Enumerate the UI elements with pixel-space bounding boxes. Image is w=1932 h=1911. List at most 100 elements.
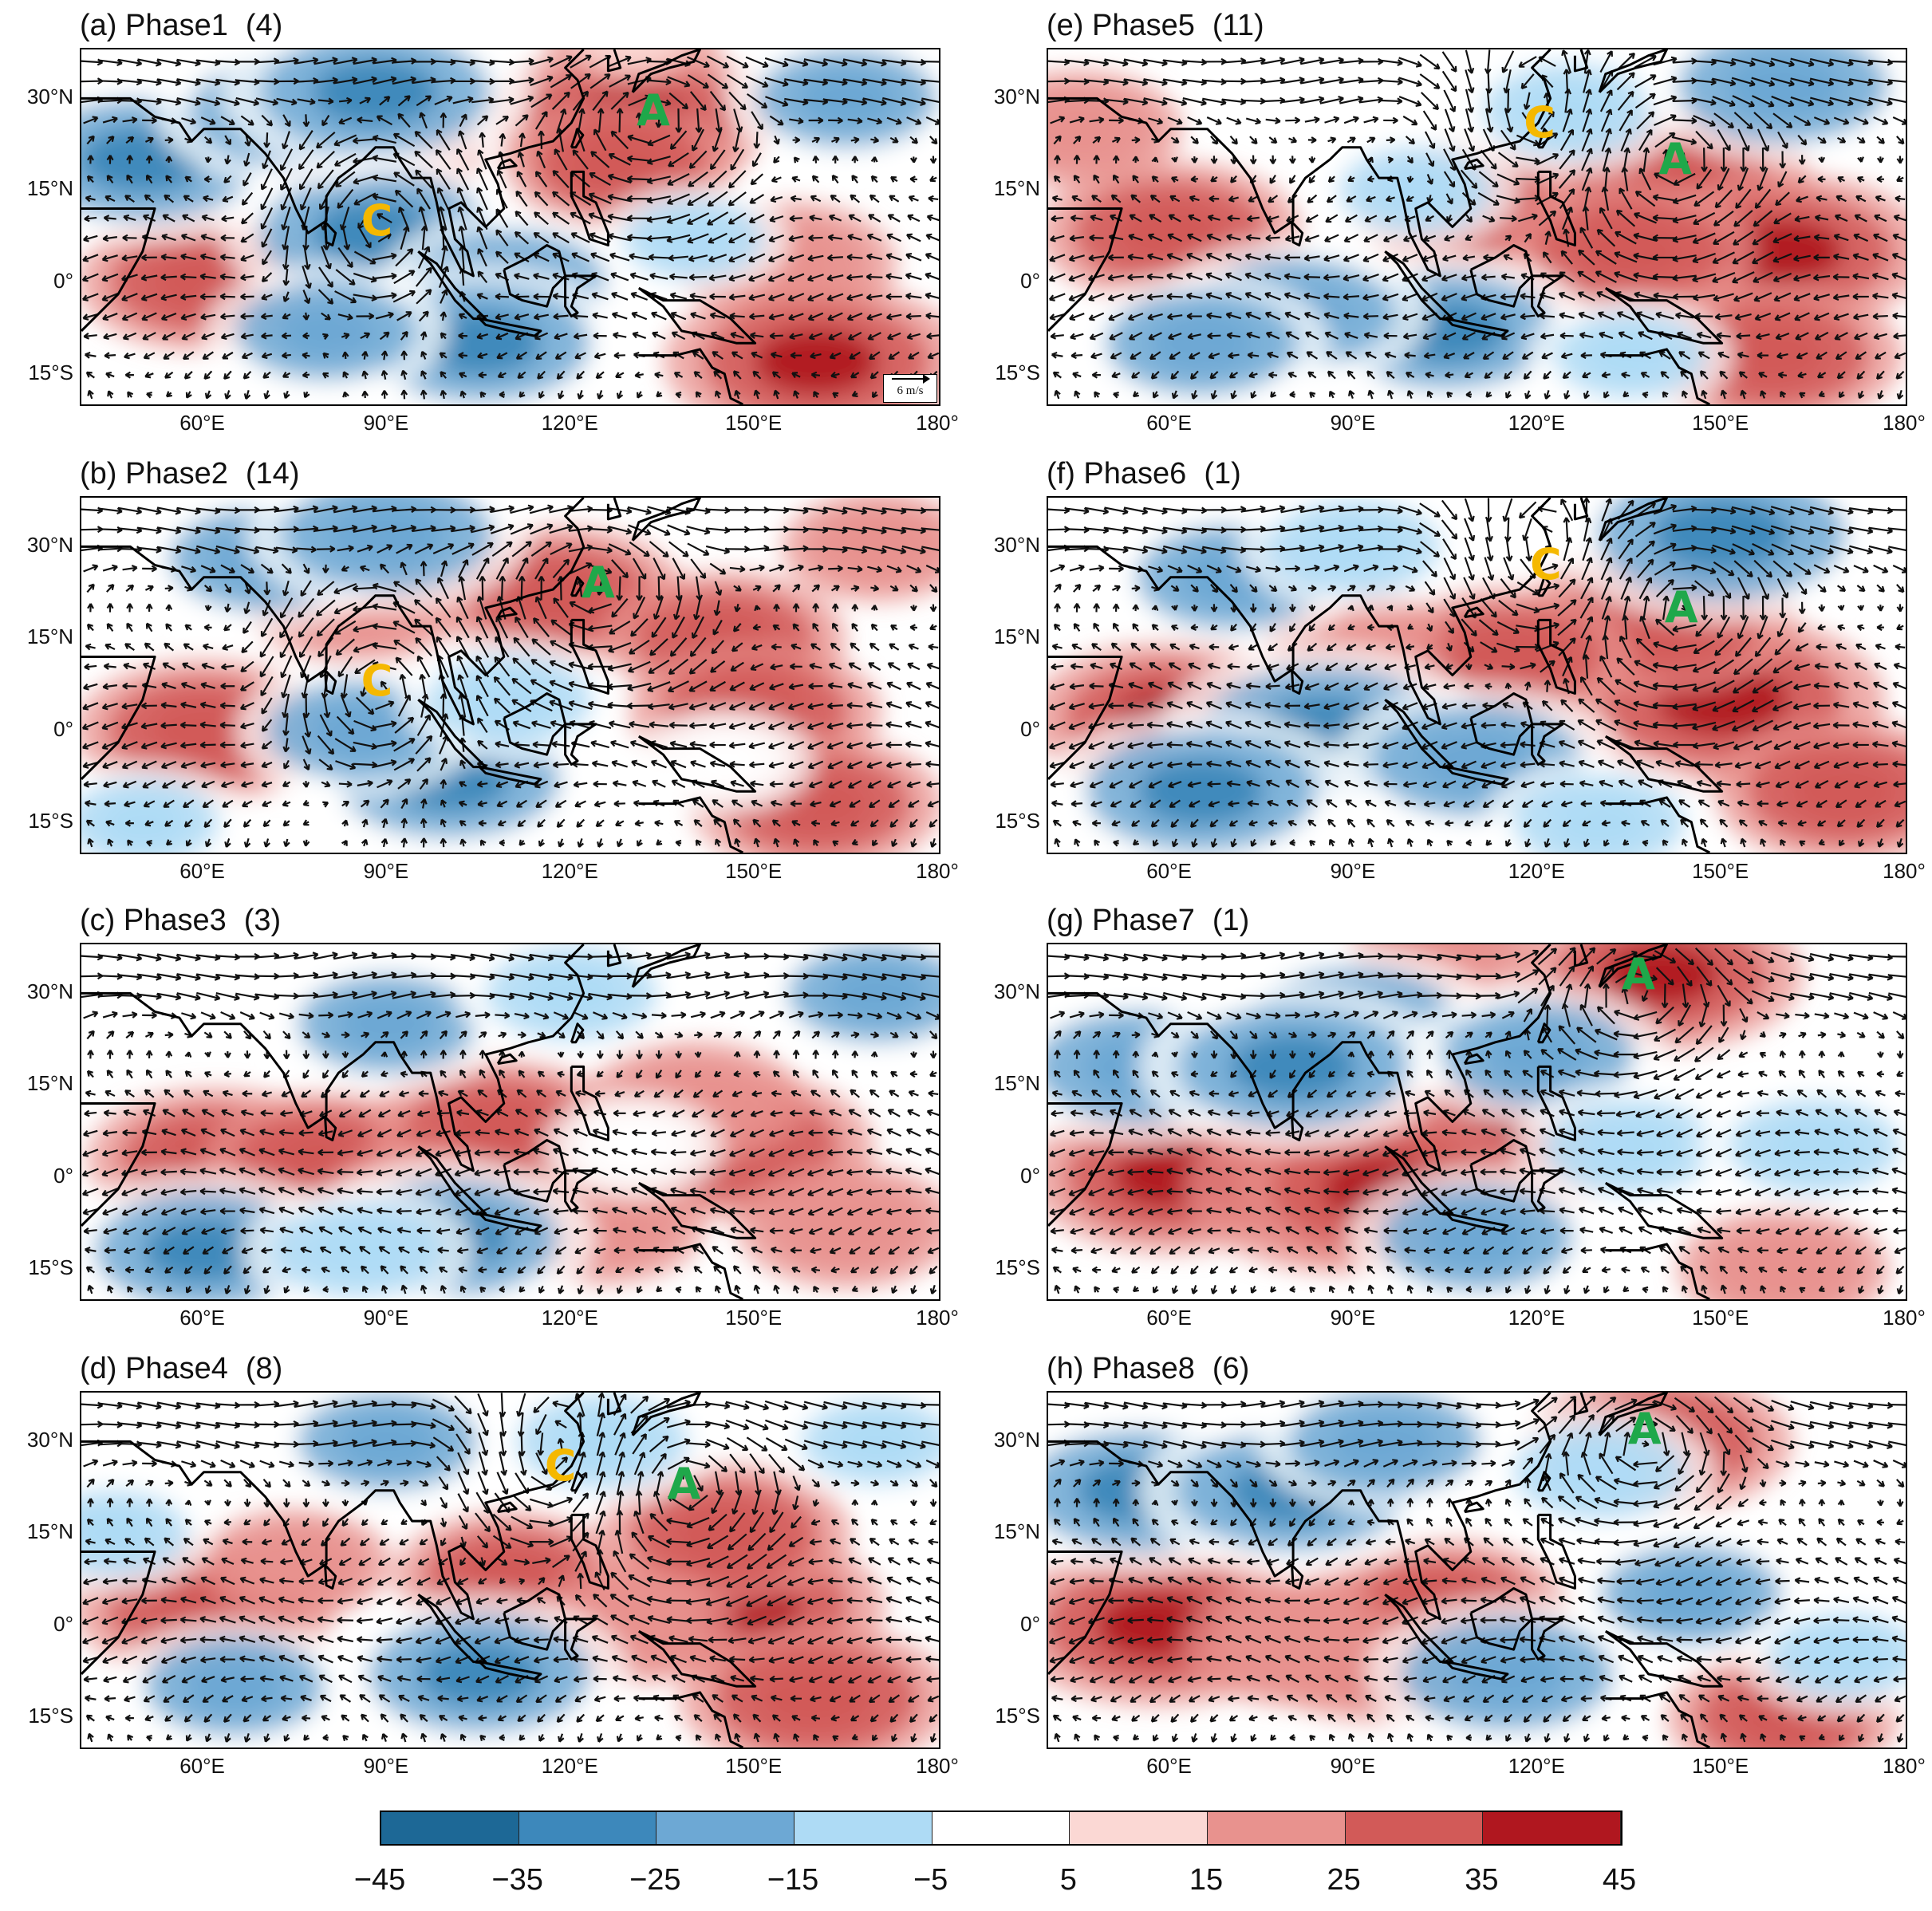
wind-arrow	[929, 1285, 937, 1294]
wind-arrow	[340, 1089, 351, 1098]
wind-arrow	[318, 1460, 334, 1468]
wind-arrow	[590, 151, 610, 168]
wind-arrow	[1595, 270, 1617, 283]
wind-arrow	[415, 1636, 432, 1645]
wind-arrow	[1465, 663, 1473, 671]
wind-arrow	[459, 781, 467, 788]
wind-arrow	[161, 1128, 176, 1137]
wind-arrow	[670, 1168, 687, 1176]
wind-arrow	[373, 252, 397, 261]
wind-arrow	[929, 1265, 938, 1275]
wind-arrow	[1327, 136, 1337, 144]
wind-arrow	[416, 1227, 431, 1235]
wind-arrow	[321, 1499, 329, 1507]
wind-arrow	[749, 313, 765, 321]
wind-arrow	[708, 1455, 728, 1473]
wind-arrow	[224, 583, 232, 593]
wind-arrow	[203, 1713, 213, 1724]
wind-arrow	[773, 389, 780, 400]
wind-arrow	[1402, 234, 1417, 242]
wind-arrow	[590, 252, 610, 262]
wind-arrow	[1634, 191, 1656, 207]
wind-arrow	[666, 1597, 691, 1605]
anomaly-blob	[310, 1223, 404, 1277]
wind-arrow	[1170, 624, 1179, 632]
wind-arrow	[1187, 233, 1202, 242]
wind-arrow	[396, 1577, 412, 1586]
cyclone-marker: C	[1524, 97, 1555, 148]
wind-arrow	[200, 1676, 215, 1684]
wind-arrow	[1208, 195, 1220, 203]
wind-arrow	[202, 195, 214, 203]
wind-arrow	[1365, 351, 1377, 359]
wind-arrow	[495, 116, 510, 125]
wind-arrow	[1616, 72, 1635, 91]
wind-arrow	[1407, 623, 1414, 630]
panel-label: (d) Phase4	[80, 1352, 228, 1385]
wind-arrow	[1829, 506, 1854, 515]
wind-arrow	[1693, 580, 1715, 597]
wind-arrow	[925, 1615, 939, 1624]
wind-arrow	[1856, 136, 1866, 144]
wind-arrow	[1406, 156, 1414, 164]
wind-arrow	[200, 1208, 216, 1216]
wind-arrow	[302, 819, 310, 826]
wind-arrow	[669, 740, 688, 748]
wind-arrow	[709, 741, 726, 749]
wind-arrow	[163, 1694, 175, 1703]
wind-arrow	[752, 1713, 762, 1723]
coastline	[417, 1145, 487, 1216]
wind-arrow	[476, 780, 488, 788]
wind-arrow	[791, 643, 802, 651]
wind-arrow	[377, 213, 392, 224]
wind-arrow	[1772, 272, 1792, 282]
wind-arrow	[341, 351, 349, 360]
wind-arrow	[694, 1070, 702, 1078]
wind-arrow	[1621, 371, 1630, 379]
wind-arrow	[240, 781, 254, 788]
wind-arrow	[156, 1440, 182, 1449]
wind-arrow	[830, 819, 840, 827]
wind-arrow	[1422, 560, 1437, 577]
wind-arrow	[627, 134, 652, 144]
wind-arrow	[164, 819, 174, 827]
wind-arrow	[495, 1674, 509, 1684]
wind-arrow	[142, 1557, 156, 1566]
wind-arrow	[145, 1517, 153, 1527]
wind-arrow	[1226, 234, 1241, 241]
wind-arrow	[176, 973, 201, 981]
wind-arrow	[1406, 604, 1414, 611]
wind-arrow	[518, 1452, 527, 1476]
wind-arrow	[1888, 97, 1906, 103]
wind-arrow	[609, 739, 629, 749]
wind-arrow	[885, 1148, 902, 1156]
wind-arrow	[1123, 78, 1149, 86]
wind-arrow	[568, 699, 593, 710]
wind-arrow	[713, 370, 723, 380]
wind-arrow	[435, 148, 451, 170]
wind-arrow	[1147, 681, 1163, 691]
wind-arrow	[771, 643, 782, 651]
wind-arrow	[1168, 662, 1181, 671]
wind-arrow	[1736, 332, 1751, 340]
wind-arrow	[1104, 506, 1129, 515]
wind-arrow	[830, 1266, 840, 1274]
wind-arrow	[573, 1227, 588, 1235]
wind-arrow	[748, 233, 765, 243]
wind-arrow	[259, 1460, 275, 1468]
wind-arrow	[810, 1714, 821, 1722]
wind-arrow	[1581, 128, 1593, 152]
wind-arrow	[1442, 538, 1457, 561]
wind-arrow	[831, 136, 840, 144]
wind-arrow	[667, 173, 690, 186]
wind-arrow	[302, 839, 310, 847]
wind-arrow	[1662, 391, 1669, 398]
wind-arrow	[749, 1208, 765, 1216]
wind-arrow	[1269, 155, 1277, 164]
wind-arrow	[1089, 682, 1104, 690]
wind-arrow	[790, 195, 802, 203]
wind-arrow	[511, 677, 532, 695]
wind-arrow	[454, 1168, 471, 1177]
wind-arrow	[1540, 660, 1555, 673]
